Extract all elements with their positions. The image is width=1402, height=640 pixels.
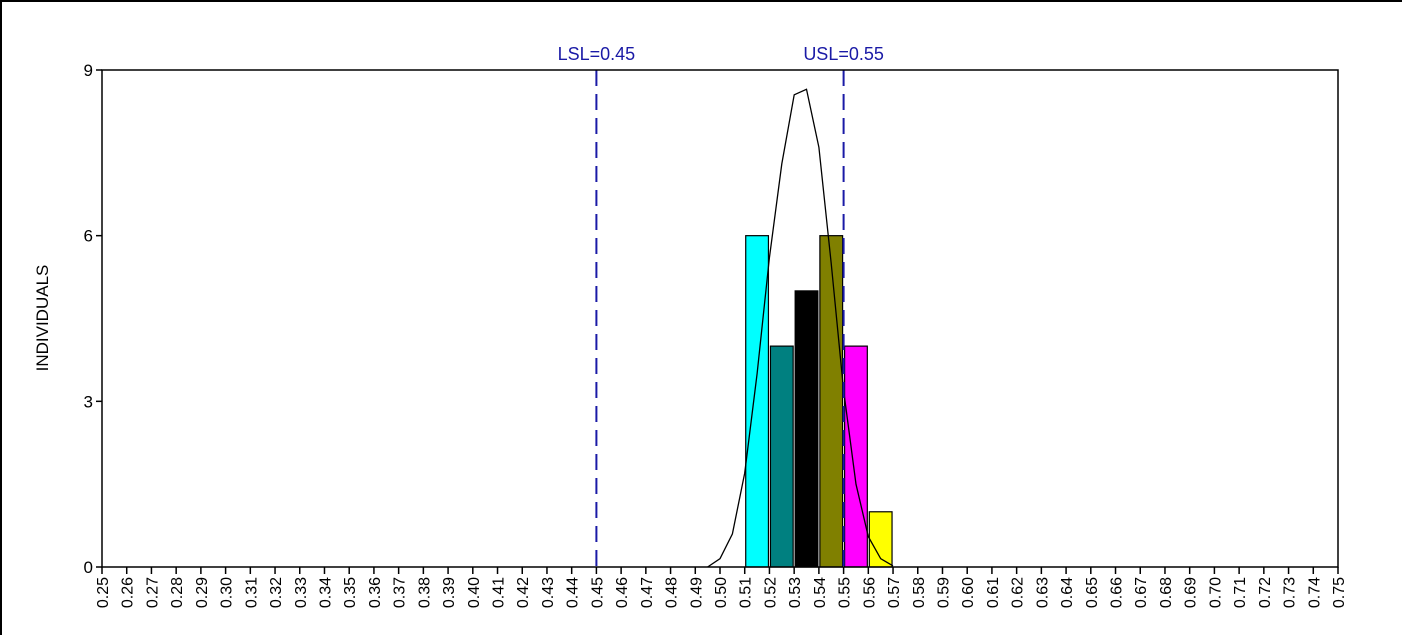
- x-tick-label-19: 0.44: [565, 577, 582, 608]
- x-tick-label-4: 0.29: [194, 577, 211, 608]
- x-tick-label-18: 0.43: [540, 577, 557, 608]
- x-tick-label-15: 0.40: [466, 577, 483, 608]
- x-tick-label-42: 0.67: [1133, 577, 1150, 608]
- x-tick-label-46: 0.71: [1232, 577, 1249, 608]
- plot-area-border: [101, 69, 1339, 568]
- x-tick-label-25: 0.50: [713, 577, 730, 608]
- x-tick-label-21: 0.46: [614, 577, 631, 608]
- x-tick-label-11: 0.36: [367, 577, 384, 608]
- x-tick-label-45: 0.70: [1207, 577, 1224, 608]
- spec-limit-label-1: USL=0.55: [803, 44, 884, 64]
- x-tick-label-33: 0.58: [911, 577, 928, 608]
- x-tick-label-14: 0.39: [441, 577, 458, 608]
- x-tick-label-9: 0.34: [317, 577, 334, 608]
- histogram-bar-0: [745, 235, 770, 568]
- x-tick-label-43: 0.68: [1158, 577, 1175, 608]
- x-tick-label-12: 0.37: [392, 577, 409, 608]
- x-tick-label-40: 0.65: [1084, 577, 1101, 608]
- histogram-bar-3: [819, 235, 844, 568]
- y-tick-label-2: 6: [84, 227, 93, 246]
- x-tick-label-24: 0.49: [688, 577, 705, 608]
- y-tick-label-0: 0: [84, 558, 93, 577]
- x-tick-label-34: 0.59: [935, 577, 952, 608]
- x-tick-label-16: 0.41: [491, 577, 508, 608]
- histogram-bar-1: [769, 345, 794, 568]
- x-tick-label-5: 0.30: [219, 577, 236, 608]
- x-tick-label-41: 0.66: [1109, 577, 1126, 608]
- x-tick-label-8: 0.33: [293, 577, 310, 608]
- x-tick-label-36: 0.61: [985, 577, 1002, 608]
- x-tick-label-29: 0.54: [812, 577, 829, 608]
- x-tick-label-44: 0.69: [1183, 577, 1200, 608]
- spec-limit-label-0: LSL=0.45: [558, 44, 636, 64]
- x-tick-label-28: 0.53: [787, 577, 804, 608]
- x-tick-label-37: 0.62: [1010, 577, 1027, 608]
- histogram-bar-2: [794, 290, 819, 568]
- x-tick-label-47: 0.72: [1257, 577, 1274, 608]
- x-tick-label-27: 0.52: [762, 577, 779, 608]
- x-tick-label-17: 0.42: [515, 577, 532, 608]
- x-tick-label-2: 0.27: [144, 577, 161, 608]
- x-tick-label-10: 0.35: [342, 577, 359, 608]
- x-tick-label-39: 0.64: [1059, 577, 1076, 608]
- x-tick-label-32: 0.57: [886, 577, 903, 608]
- x-tick-label-31: 0.56: [861, 577, 878, 608]
- x-tick-label-0: 0.25: [95, 577, 112, 608]
- y-tick-label-3: 9: [84, 61, 93, 80]
- x-tick-label-23: 0.48: [664, 577, 681, 608]
- y-axis-label: INDIVIDUALS: [33, 265, 52, 372]
- histogram-bars: [745, 235, 893, 568]
- histogram-bar-4: [843, 345, 868, 568]
- x-tick-label-35: 0.60: [960, 577, 977, 608]
- x-tick-label-1: 0.26: [120, 577, 137, 608]
- x-tick-label-38: 0.63: [1034, 577, 1051, 608]
- x-tick-label-7: 0.32: [268, 577, 285, 608]
- x-tick-label-48: 0.73: [1282, 577, 1299, 608]
- y-axis: 0 3 6 9: [84, 61, 102, 577]
- x-tick-label-20: 0.45: [589, 577, 606, 608]
- x-tick-label-26: 0.51: [738, 577, 755, 608]
- x-tick-label-50: 0.75: [1331, 577, 1348, 608]
- x-tick-label-22: 0.47: [639, 577, 656, 608]
- normal-distribution-curve: [707, 88, 894, 568]
- x-tick-label-30: 0.55: [837, 577, 854, 608]
- spec-limits: LSL=0.45 USL=0.55: [558, 44, 884, 567]
- x-tick-label-3: 0.28: [169, 577, 186, 608]
- x-axis: 0.25 0.26 0.27 0.28 0.29 0.30 0.31 0.32 0.33 0.34…: [95, 567, 1348, 608]
- x-tick-label-6: 0.31: [243, 577, 260, 608]
- x-tick-label-49: 0.74: [1306, 577, 1323, 608]
- x-tick-label-13: 0.38: [416, 577, 433, 608]
- y-tick-label-1: 3: [84, 392, 93, 411]
